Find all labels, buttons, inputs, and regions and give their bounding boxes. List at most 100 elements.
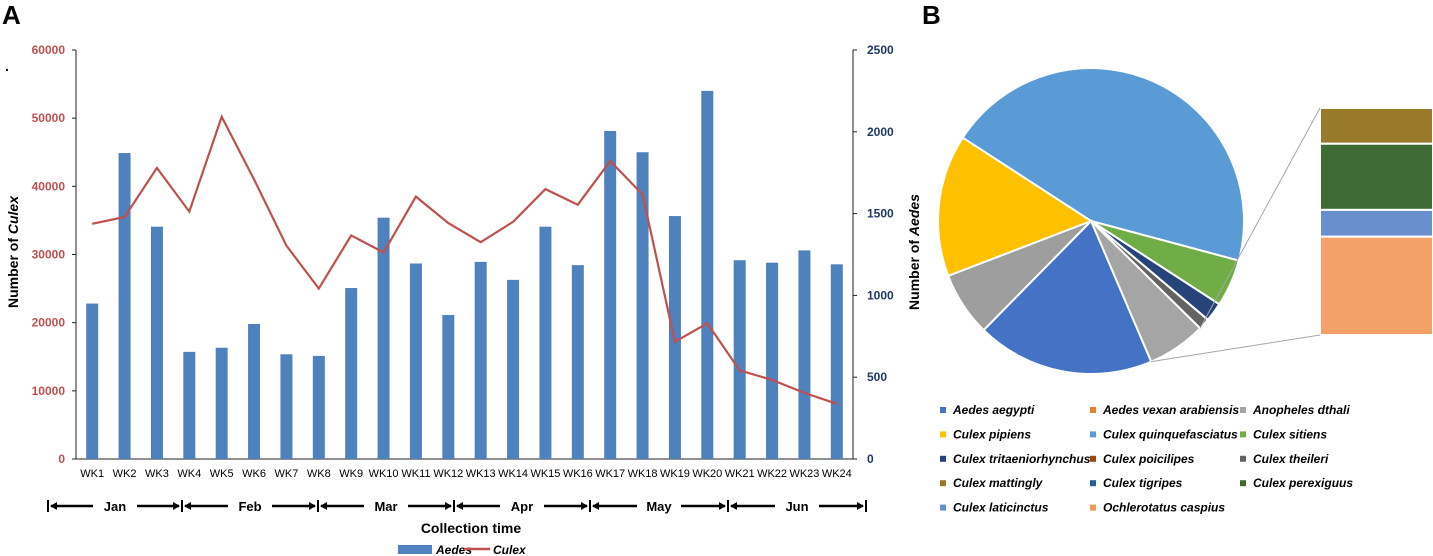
aedes-bar — [733, 260, 746, 459]
pie-slice — [961, 67, 1245, 262]
x-axis-title: Collection time — [421, 520, 522, 536]
y-right-tick-label: 2000 — [867, 125, 894, 139]
aedes-bar — [150, 226, 163, 459]
tick-labels: 0 10000 20000 30000 40000 50000 60000 0 500 1000 1… — [32, 43, 894, 480]
legend-swatch — [1090, 431, 1096, 438]
x-tick-label: WK21 — [725, 468, 755, 480]
aedes-bar — [507, 279, 520, 459]
arrow-head-right — [581, 502, 588, 510]
arrow-head-right — [173, 502, 180, 510]
x-tick-label: WK1 — [80, 468, 104, 480]
legend-swatch — [940, 431, 946, 438]
aedes-bar — [312, 355, 325, 459]
y-left-tick-label: 40000 — [32, 179, 66, 193]
legend-label: Culex theileri — [1253, 452, 1329, 466]
x-tick-label: WK18 — [628, 468, 658, 480]
x-tick-label: WK3 — [145, 468, 169, 480]
legend-swatch — [1240, 480, 1246, 487]
x-tick-label: WK11 — [401, 468, 430, 480]
y-left-axis-title: Number of Culex — [5, 195, 21, 308]
bar-of-pie-segment — [1319, 142, 1433, 211]
connector-line — [1151, 334, 1321, 363]
legend-label: Aedes aegypti — [952, 403, 1035, 417]
aedes-bar — [118, 153, 131, 459]
bar-of-pie-segment — [1319, 107, 1433, 145]
panel-b-chart: Aedes aegypti Aedes vexan arabiensis Anoph… — [937, 67, 1433, 515]
x-tick-label: WK15 — [530, 468, 560, 480]
arrow-head-right — [857, 502, 864, 510]
y-left-tick-label: 60000 — [32, 43, 66, 57]
y-left-tick-label: 20000 — [32, 316, 66, 330]
panel-a-letter: A — [2, 0, 21, 30]
x-tick-label: WK16 — [563, 468, 593, 480]
x-tick-label: WK14 — [498, 468, 528, 480]
x-tick-label: WK22 — [757, 468, 787, 480]
pie-slice — [982, 219, 1153, 376]
pie — [937, 67, 1245, 376]
aedes-bar — [604, 130, 617, 459]
culex-line — [91, 114, 838, 405]
panel-b-letter: B — [922, 0, 941, 30]
aedes-bar — [442, 315, 455, 459]
y-right-axis-title: Number of Aedes — [906, 194, 922, 310]
bar-of-pie — [1151, 107, 1433, 363]
month-label: Jan — [104, 499, 126, 514]
x-tick-label: WK8 — [307, 468, 331, 480]
legend-label: Culex sitiens — [1253, 427, 1327, 441]
month-label: Mar — [374, 499, 397, 514]
x-tick-label: WK2 — [113, 468, 137, 480]
legend-swatch — [1090, 504, 1096, 511]
legend-label: Culex quinquefasciatus — [1103, 427, 1238, 441]
y-left-tick-label: 10000 — [32, 384, 66, 398]
x-tick-label: WK10 — [369, 468, 399, 480]
x-tick-label: WK13 — [466, 468, 496, 480]
panel-a-chart: 0 10000 20000 30000 40000 50000 60000 0 500 1000 1… — [5, 43, 922, 556]
legend-swatch — [940, 407, 946, 413]
legend-swatch — [1240, 407, 1246, 413]
aedes-bar — [539, 226, 552, 459]
aedes-bar — [409, 263, 422, 459]
x-tick-label: WK19 — [660, 468, 690, 480]
arrow-head-left — [456, 502, 463, 510]
pie-legend: Aedes aegypti Aedes vexan arabiensis Anoph… — [940, 403, 1353, 515]
legend-label: Culex perexiguus — [1253, 476, 1353, 490]
x-tick-label: WK9 — [339, 468, 363, 480]
aedes-bars — [86, 90, 843, 460]
axes — [72, 49, 857, 460]
legend-label: Anopheles dthali — [1252, 403, 1350, 417]
legend-swatch — [940, 504, 946, 511]
stray-mark: . — [5, 58, 9, 74]
x-tick-label: WK20 — [692, 468, 722, 480]
legend-label: Aedes vexan arabiensis — [1102, 403, 1239, 417]
legend-aedes-swatch — [398, 545, 432, 554]
month-label: May — [646, 499, 672, 514]
legend-swatch — [1090, 455, 1096, 462]
legend-label: Culex laticinctus — [953, 501, 1049, 515]
pie-slice — [937, 136, 1094, 278]
aedes-bar — [215, 347, 228, 459]
aedes-bar — [183, 351, 196, 459]
legend-aedes-label: Aedes — [435, 543, 472, 556]
arrow-head-left — [50, 502, 57, 510]
bar-of-pie-segment — [1319, 235, 1433, 336]
legend-culex-label: Culex — [493, 543, 527, 556]
arrow-head-right — [309, 502, 316, 510]
x-tick-label: WK23 — [789, 468, 819, 480]
legend-swatch — [940, 455, 946, 462]
x-tick-label: WK5 — [210, 468, 234, 480]
legend-label: Ochlerotatus caspius — [1103, 501, 1225, 515]
arrow-head-right — [719, 502, 726, 510]
legend-swatch — [1090, 480, 1096, 487]
legend-label: Culex pipiens — [953, 427, 1031, 441]
x-tick-label: WK6 — [242, 468, 266, 480]
legend-swatch — [1090, 407, 1096, 413]
x-tick-label: WK12 — [433, 468, 463, 480]
legend-swatch — [1240, 431, 1246, 438]
legend-label: Culex mattingly — [953, 476, 1044, 490]
y-right-tick-label: 1500 — [867, 207, 894, 221]
aedes-bar — [798, 250, 811, 459]
arrow-head-right — [445, 502, 452, 510]
arrow-head-left — [592, 502, 599, 510]
arrow-head-left — [320, 502, 327, 510]
month-timeline: Jan Feb Mar Apr May Jun — [47, 499, 867, 514]
